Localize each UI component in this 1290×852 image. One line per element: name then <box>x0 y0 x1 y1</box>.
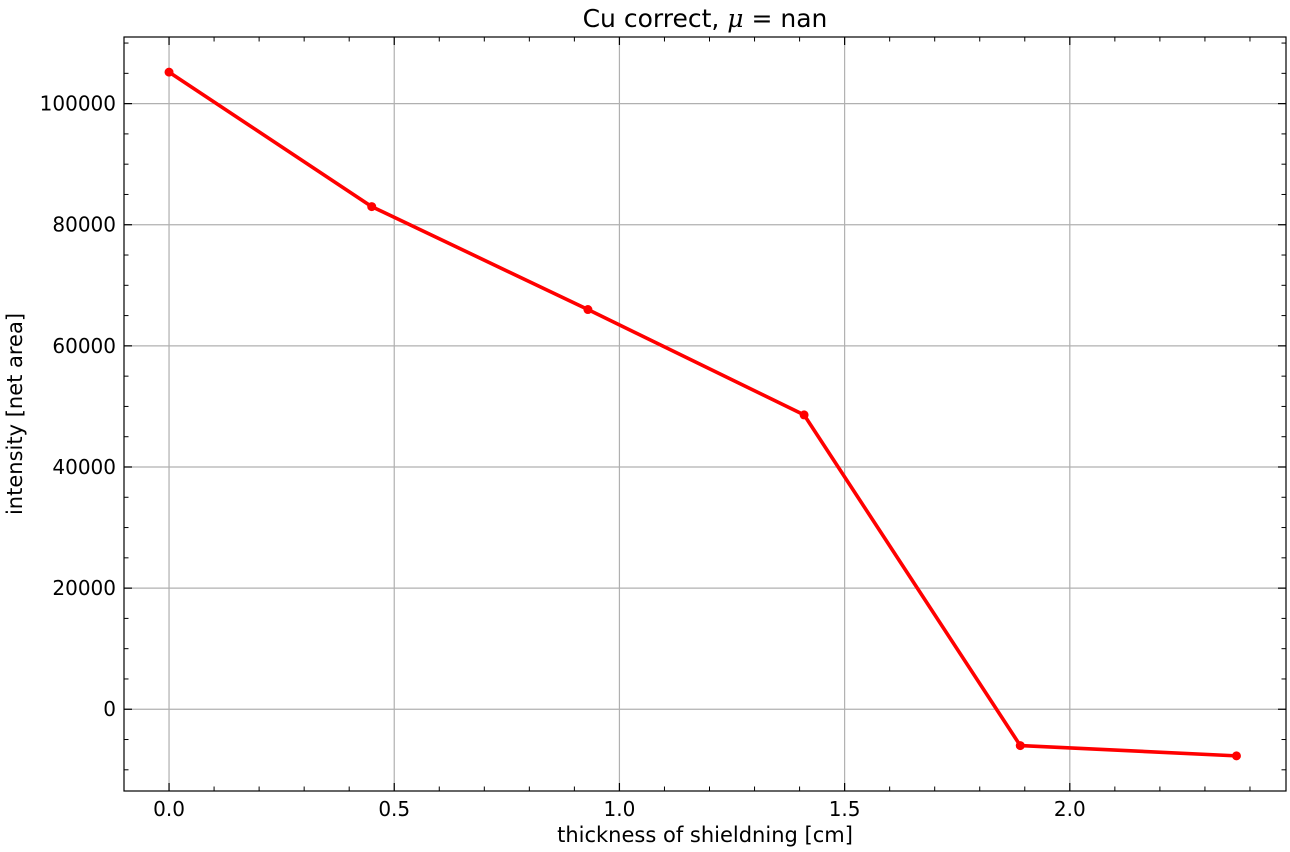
chart-title-symbol: μ <box>727 4 743 33</box>
plot-frame <box>123 36 1287 792</box>
axis-ticks <box>123 37 1286 791</box>
data-point <box>164 67 174 77</box>
x-tick-label: 1.5 <box>829 797 861 821</box>
data-point <box>1015 741 1025 751</box>
chart-title: Cu correct, μ = nan <box>583 4 828 33</box>
data-point <box>1231 751 1241 761</box>
y-tick-label: 0 <box>103 697 116 721</box>
y-tick-label: 60000 <box>52 334 116 358</box>
chart-title-prefix: Cu correct, <box>583 4 728 33</box>
series-line <box>167 70 1239 758</box>
data-point <box>583 305 593 315</box>
x-tick-label: 0.0 <box>153 797 185 821</box>
data-point <box>367 202 377 212</box>
x-tick-label: 2.0 <box>1054 797 1086 821</box>
y-axis-label: intensity [net area] <box>3 313 27 515</box>
y-tick-label: 80000 <box>52 213 116 237</box>
y-tick-label: 100000 <box>40 92 116 116</box>
data-point <box>799 410 809 420</box>
x-tick-labels: 0.0 0.5 1.0 1.5 2.0 <box>153 797 1086 821</box>
x-axis-label: thickness of shieldning [cm] <box>557 823 853 847</box>
y-tick-label: 40000 <box>52 455 116 479</box>
chart-title-suffix: = nan <box>744 4 828 33</box>
y-tick-label: 20000 <box>52 576 116 600</box>
x-tick-label: 1.0 <box>604 797 636 821</box>
series-layer <box>164 67 1241 761</box>
x-tick-label: 0.5 <box>378 797 410 821</box>
grid-lines <box>124 37 1286 791</box>
y-tick-labels: 0 20000 40000 60000 80000 100000 <box>40 92 116 722</box>
